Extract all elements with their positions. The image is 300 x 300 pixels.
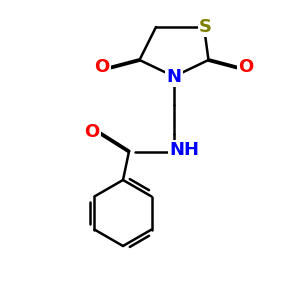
Text: O: O [84, 123, 99, 141]
Text: O: O [94, 58, 110, 76]
Text: S: S [199, 18, 212, 36]
Text: O: O [238, 58, 253, 76]
Text: N: N [167, 68, 182, 85]
Text: NH: NH [169, 141, 200, 159]
